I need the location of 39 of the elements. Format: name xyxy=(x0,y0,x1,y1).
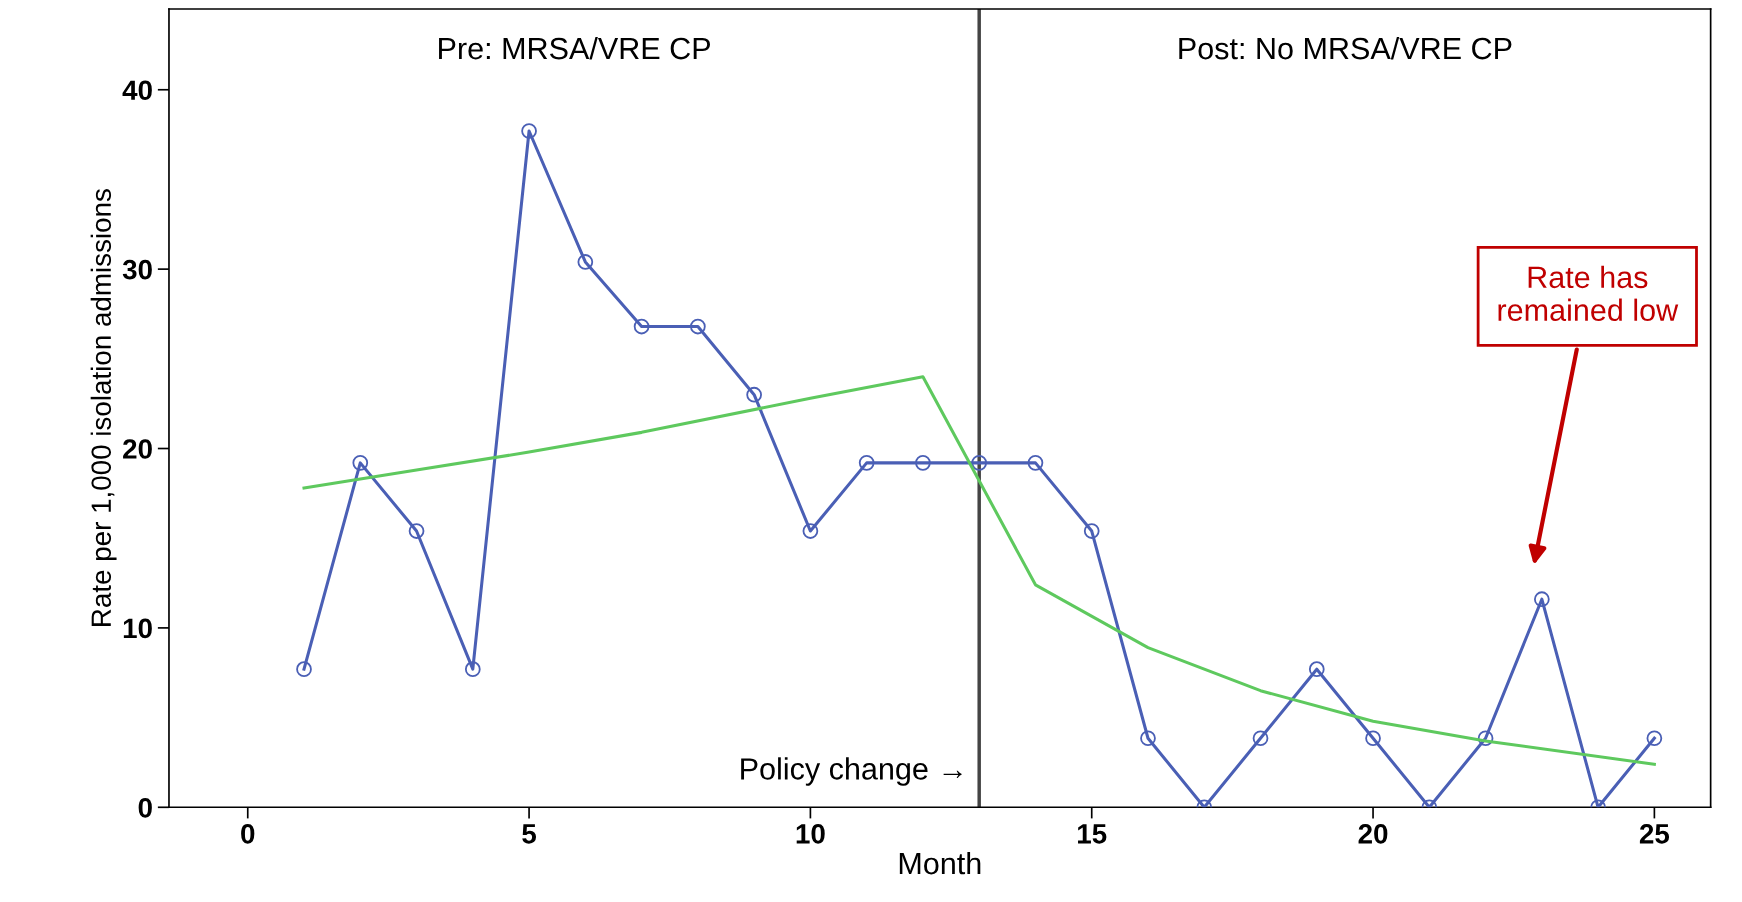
point xyxy=(915,455,931,471)
point xyxy=(1083,523,1100,539)
point xyxy=(464,661,481,678)
y-axis-title: Rate per 1,000 isolation admissions xyxy=(90,189,117,626)
x-tick-label: 0 xyxy=(241,824,255,844)
y-tick-label: 30 xyxy=(122,259,152,280)
y-tick-label: 20 xyxy=(123,439,152,459)
point xyxy=(802,523,819,539)
annotation: Rate has remained low xyxy=(1498,265,1679,322)
point xyxy=(690,318,706,335)
point xyxy=(1477,730,1494,747)
x-tick-label: 25 xyxy=(1639,824,1670,844)
x-axis-title: Month xyxy=(899,851,981,875)
point xyxy=(521,123,537,139)
point xyxy=(1533,591,1550,608)
annotation: Pre: MRSA/VRE CP xyxy=(439,36,710,60)
point xyxy=(577,254,594,270)
point xyxy=(408,523,425,539)
point xyxy=(1646,730,1663,747)
point xyxy=(352,455,369,471)
point xyxy=(858,455,875,471)
point xyxy=(746,386,762,403)
y-tick-label: 10 xyxy=(123,618,152,639)
y-tick-label: 0 xyxy=(138,797,152,818)
point xyxy=(1308,661,1325,678)
x-tick-label: 15 xyxy=(1078,824,1107,844)
annotation: Post: No MRSA/VRE CP xyxy=(1179,36,1512,60)
x-tick-label: 20 xyxy=(1358,824,1388,844)
x-tick-label: 10 xyxy=(796,824,825,844)
point xyxy=(971,455,988,471)
point xyxy=(1027,455,1044,471)
x-tick-label: 5 xyxy=(522,824,537,844)
ref-line-label: Policy change → xyxy=(741,757,962,786)
point xyxy=(1140,730,1156,747)
point xyxy=(1365,730,1381,747)
point xyxy=(296,661,312,678)
point xyxy=(1252,730,1269,747)
y-tick-label: 40 xyxy=(122,80,152,101)
point xyxy=(633,318,650,335)
